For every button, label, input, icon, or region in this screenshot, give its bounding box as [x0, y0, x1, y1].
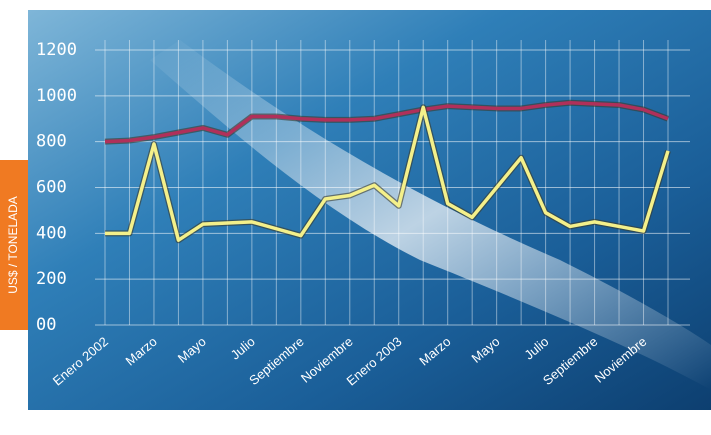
y-axis-label: US$ / TONELADA [6, 196, 20, 294]
line [104, 100, 669, 144]
line [105, 105, 670, 242]
y-tick-label: 600 [36, 178, 67, 198]
y-tick-label: 1200 [36, 40, 77, 60]
y-tick-label: 400 [36, 223, 67, 243]
y-tick-label: 1000 [36, 86, 77, 106]
wave-foam [150, 40, 711, 390]
y-label-box [0, 160, 28, 330]
y-tick-label: 00 [36, 315, 56, 335]
y-tick-label: 800 [36, 132, 67, 152]
y-tick-label: 200 [36, 269, 67, 289]
